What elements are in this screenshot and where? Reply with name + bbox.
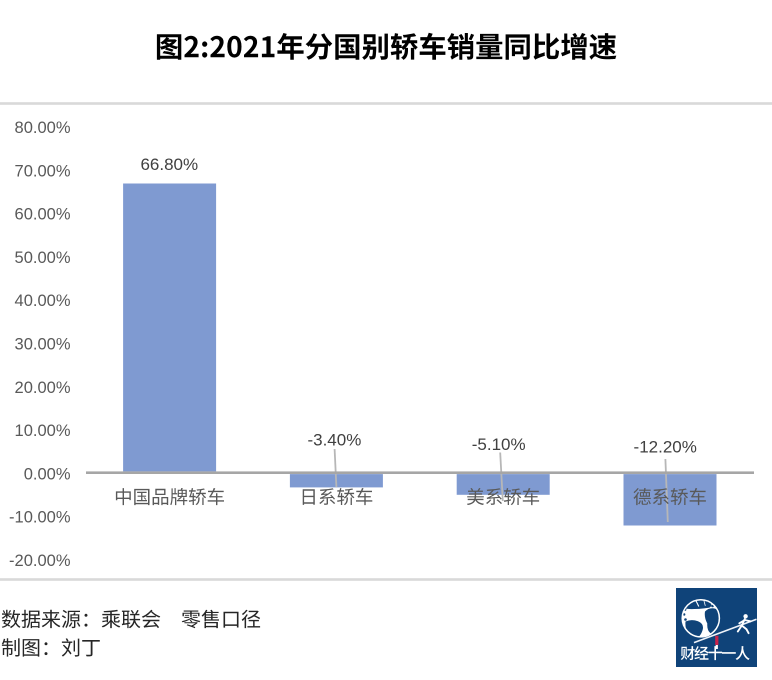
svg-text:40.00%: 40.00% xyxy=(15,292,71,310)
svg-text:66.80%: 66.80% xyxy=(140,155,198,174)
svg-text:60.00%: 60.00% xyxy=(15,206,71,224)
svg-text:80.00%: 80.00% xyxy=(15,119,71,137)
svg-text:30.00%: 30.00% xyxy=(15,336,71,354)
svg-text:-3.40%: -3.40% xyxy=(307,431,361,450)
svg-text:70.00%: 70.00% xyxy=(15,162,71,180)
svg-text:50.00%: 50.00% xyxy=(15,249,71,267)
svg-text:-5.10%: -5.10% xyxy=(472,435,526,454)
svg-text:0.00%: 0.00% xyxy=(24,465,71,483)
svg-text:-20.00%: -20.00% xyxy=(9,552,71,570)
svg-text:20.00%: 20.00% xyxy=(15,379,71,397)
svg-text:-12.20%: -12.20% xyxy=(634,437,697,456)
svg-text:-10.00%: -10.00% xyxy=(9,509,71,527)
svg-text:10.00%: 10.00% xyxy=(15,422,71,440)
